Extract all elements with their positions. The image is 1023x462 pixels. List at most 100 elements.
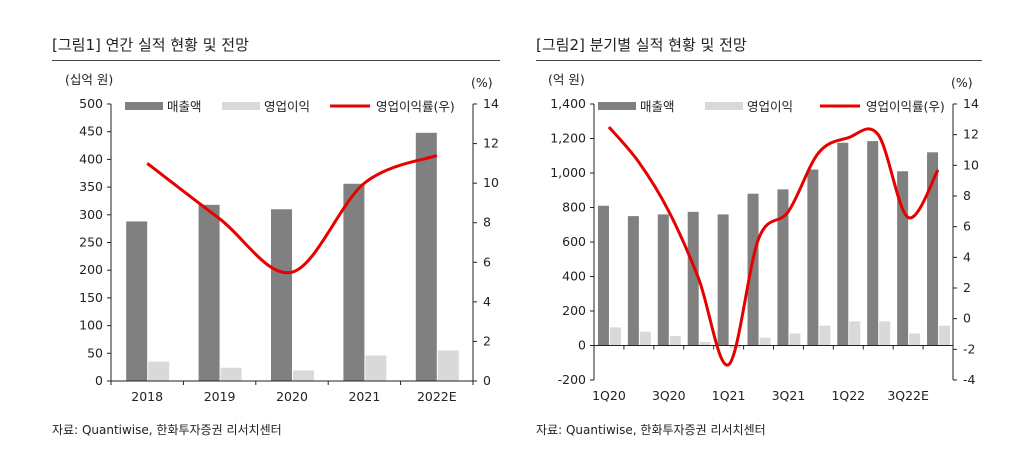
operating-profit-bar-4Q21 xyxy=(819,325,831,346)
right-tick-label: 14 xyxy=(483,96,499,111)
right-tick-label: 14 xyxy=(963,96,979,111)
x-tick-label: 2020 xyxy=(276,389,308,404)
x-tick-label: 1Q20 xyxy=(592,388,626,403)
right-tick-label: 12 xyxy=(963,127,979,142)
left-tick-label: 300 xyxy=(79,207,103,222)
sales-bar-4Q22E xyxy=(927,152,939,346)
sales-bar-4Q21 xyxy=(807,169,819,346)
legend-op-label: 영업이익 xyxy=(747,99,793,114)
right-tick-label: 4 xyxy=(963,249,971,264)
left-tick-label: 450 xyxy=(79,124,103,139)
left-axis-unit: (십억 원) xyxy=(65,72,113,87)
legend-sales-label: 매출액 xyxy=(640,99,675,114)
right-tick-label: 6 xyxy=(963,219,971,234)
sales-bar-2Q21 xyxy=(747,193,759,346)
sales-bar-2019 xyxy=(198,204,220,381)
right-tick-label: 2 xyxy=(963,280,971,295)
sales-bar-2021 xyxy=(343,183,365,381)
operating-margin-line xyxy=(146,154,438,275)
left-tick-label: 0 xyxy=(578,338,586,353)
left-tick-label: 200 xyxy=(562,303,586,318)
x-tick-label: 2019 xyxy=(204,389,236,404)
left-tick-label: 400 xyxy=(79,151,103,166)
sales-bar-4Q20 xyxy=(687,211,699,346)
left-axis-unit: (억 원) xyxy=(548,72,585,87)
sales-bar-2Q22 xyxy=(867,141,879,346)
sales-bar-2018 xyxy=(126,221,148,381)
left-tick-label: 1,000 xyxy=(550,165,586,180)
x-tick-label: 1Q21 xyxy=(712,388,746,403)
legend-sales-label: 매출액 xyxy=(167,99,202,114)
left-tick-label: -200 xyxy=(558,372,586,387)
operating-profit-bar-3Q20 xyxy=(669,336,681,346)
legend-margin-label: 영업이익률(우) xyxy=(866,99,945,114)
right-tick-label: 12 xyxy=(483,136,499,151)
sales-bar-2020 xyxy=(271,209,292,381)
sales-bar-2Q20 xyxy=(627,216,639,346)
left-tick-label: 0 xyxy=(95,373,103,388)
left-tick-label: 350 xyxy=(79,179,103,194)
right-tick-label: 2 xyxy=(483,333,491,348)
x-tick-label: 2018 xyxy=(131,389,163,404)
operating-margin-line xyxy=(607,126,940,367)
figure2-title: [그림2] 분기별 실적 현황 및 전망 xyxy=(536,36,747,54)
x-tick-label: 2022E xyxy=(417,389,457,404)
operating-profit-bar-4Q22E xyxy=(939,325,951,346)
x-tick-label: 3Q21 xyxy=(772,388,806,403)
operating-profit-bar-2018 xyxy=(148,361,170,381)
figure2-divider xyxy=(536,60,982,61)
legend-op-swatch xyxy=(705,102,743,110)
x-tick-label: 3Q22E xyxy=(887,388,929,403)
right-tick-label: 10 xyxy=(483,175,499,190)
left-tick-label: 100 xyxy=(79,318,103,333)
operating-profit-bar-2Q21 xyxy=(759,337,771,346)
left-tick-label: 50 xyxy=(87,345,103,360)
left-tick-label: 1,200 xyxy=(550,131,586,146)
sales-bar-2022E xyxy=(415,132,437,381)
left-tick-label: 400 xyxy=(562,269,586,284)
operating-profit-bar-1Q22 xyxy=(849,321,861,346)
sales-bar-3Q22E xyxy=(897,171,909,346)
right-tick-label: 10 xyxy=(963,157,979,172)
operating-profit-bar-4Q20 xyxy=(699,342,711,346)
right-tick-label: -4 xyxy=(963,372,976,387)
left-tick-label: 250 xyxy=(79,235,103,250)
right-tick-label: 8 xyxy=(963,188,971,203)
operating-profit-bar-2020 xyxy=(293,370,314,381)
right-tick-label: 6 xyxy=(483,254,491,269)
operating-profit-bar-3Q21 xyxy=(789,333,801,346)
legend-sales-swatch xyxy=(125,102,163,110)
figure1-title: [그림1] 연간 실적 현황 및 전망 xyxy=(52,36,249,54)
x-tick-label: 2021 xyxy=(348,389,380,404)
operating-profit-bar-3Q22E xyxy=(909,333,921,346)
legend-op-swatch xyxy=(222,102,260,110)
operating-profit-bar-2019 xyxy=(220,367,242,381)
right-tick-label: 4 xyxy=(483,294,491,309)
left-tick-label: 200 xyxy=(79,262,103,277)
legend-margin-label: 영업이익률(우) xyxy=(376,99,455,114)
sales-bar-3Q21 xyxy=(777,189,789,346)
operating-profit-bar-2Q20 xyxy=(639,331,651,346)
sales-bar-1Q20 xyxy=(597,205,609,346)
right-tick-label: 0 xyxy=(483,373,491,388)
x-tick-label: 1Q22 xyxy=(831,388,865,403)
left-tick-label: 150 xyxy=(79,290,103,305)
right-tick-label: 8 xyxy=(483,215,491,230)
right-tick-label: 0 xyxy=(963,311,971,326)
left-tick-label: 800 xyxy=(562,200,586,215)
legend-sales-swatch xyxy=(598,102,636,110)
right-tick-label: -2 xyxy=(963,341,975,356)
operating-profit-bar-2022E xyxy=(437,350,459,381)
sales-bar-3Q20 xyxy=(657,214,669,346)
legend-op-label: 영업이익 xyxy=(264,99,310,114)
operating-profit-bar-1Q20 xyxy=(609,327,621,346)
right-axis-unit: (%) xyxy=(471,75,493,90)
sales-bar-1Q22 xyxy=(837,142,849,346)
figure1-source: 자료: Quantiwise, 한화투자증권 리서치센터 xyxy=(52,423,282,437)
right-axis-unit: (%) xyxy=(951,75,973,90)
figure2-source: 자료: Quantiwise, 한화투자증권 리서치센터 xyxy=(536,423,766,437)
left-tick-label: 500 xyxy=(79,96,103,111)
sales-bar-1Q21 xyxy=(717,214,729,346)
